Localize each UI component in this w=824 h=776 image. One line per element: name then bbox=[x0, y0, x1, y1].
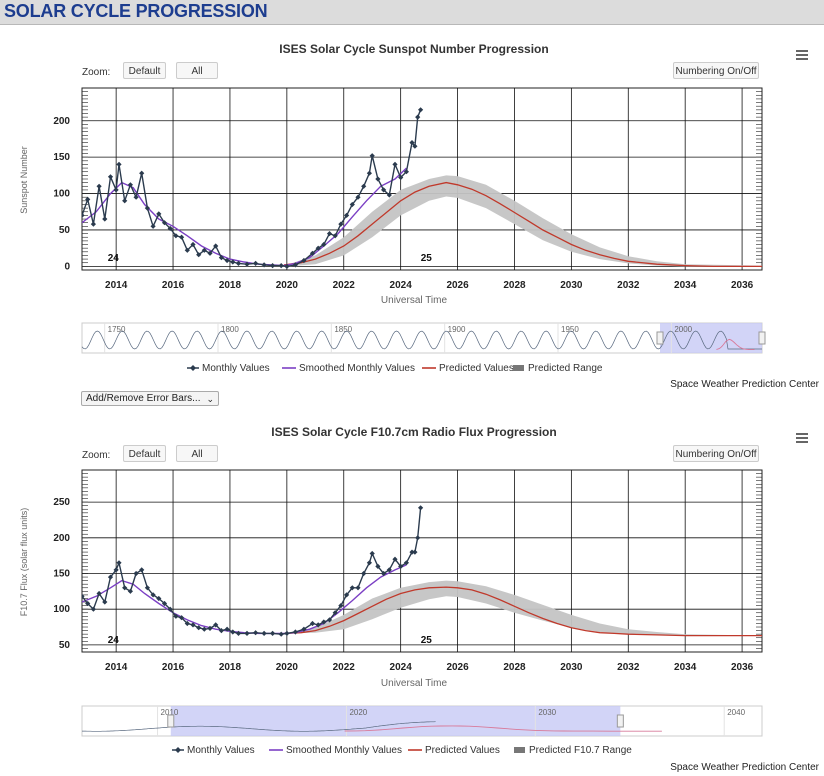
chart-title: ISES Solar Cycle Sunspot Number Progress… bbox=[279, 42, 549, 56]
hamburger-menu-icon[interactable] bbox=[796, 50, 808, 60]
zoom-all-button[interactable]: All bbox=[176, 62, 218, 79]
chart-title: ISES Solar Cycle F10.7cm Radio Flux Prog… bbox=[271, 425, 557, 439]
sunspot-panel: ISES Solar Cycle Sunspot Number Progress… bbox=[81, 42, 819, 406]
zoom-label: Zoom: bbox=[82, 450, 111, 461]
hamburger-menu-icon[interactable] bbox=[796, 433, 808, 443]
numbering-toggle-button[interactable]: Numbering On/Off bbox=[673, 445, 759, 462]
zoom-all-button[interactable]: All bbox=[176, 445, 218, 462]
dropdown-label: Add/Remove Error Bars... bbox=[86, 393, 201, 404]
credit-text: Space Weather Prediction Center bbox=[670, 762, 819, 773]
error-bars-dropdown[interactable]: Add/Remove Error Bars... ⌄ bbox=[81, 391, 219, 406]
page-header: SOLAR CYCLE PROGRESSION bbox=[0, 0, 824, 25]
credit-text: Space Weather Prediction Center bbox=[670, 379, 819, 390]
chevron-down-icon: ⌄ bbox=[206, 394, 214, 404]
zoom-default-button[interactable]: Default bbox=[123, 445, 166, 462]
page-title: SOLAR CYCLE PROGRESSION bbox=[4, 1, 268, 21]
zoom-default-button[interactable]: Default bbox=[123, 62, 166, 79]
numbering-toggle-button[interactable]: Numbering On/Off bbox=[673, 62, 759, 79]
zoom-label: Zoom: bbox=[82, 67, 111, 78]
